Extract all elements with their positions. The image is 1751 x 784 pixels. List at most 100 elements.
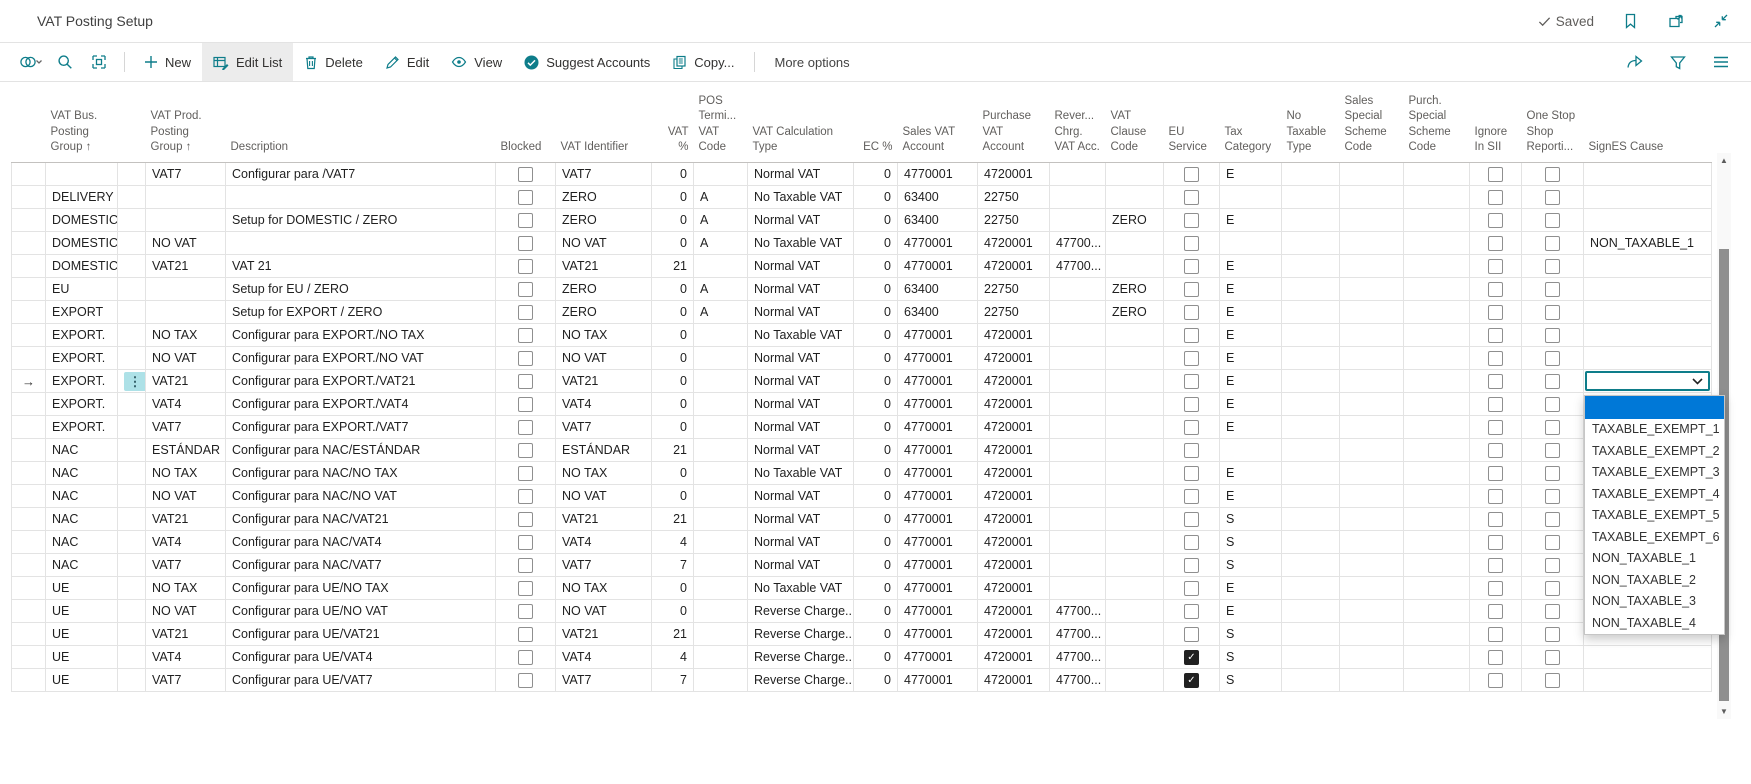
sii-checkbox[interactable] [1488, 166, 1503, 182]
cell-oss[interactable] [1521, 323, 1584, 347]
cell-sscheme[interactable] [1339, 645, 1404, 669]
row-selector-cell[interactable] [11, 484, 46, 508]
cell-tax[interactable]: S [1219, 645, 1282, 669]
cell-rev[interactable] [1049, 277, 1106, 301]
row-options-cell[interactable] [117, 346, 146, 370]
cell-prod[interactable]: NO VAT [145, 346, 226, 370]
cell-desc[interactable]: Setup for EU / ZERO [225, 277, 496, 301]
cell-purch[interactable]: 4720001 [977, 530, 1050, 554]
cell-eu[interactable] [1163, 530, 1220, 554]
search-icon[interactable] [48, 43, 82, 81]
cell-vat[interactable]: 0 [651, 576, 694, 600]
cell-sii[interactable] [1469, 484, 1522, 508]
cell-clause[interactable] [1105, 622, 1164, 646]
cell-clause[interactable] [1105, 438, 1164, 462]
cell-desc[interactable]: Configurar para NAC/VAT7 [225, 553, 496, 577]
cell-sscheme[interactable] [1339, 162, 1404, 186]
cell-signes[interactable] [1583, 208, 1712, 232]
cell-pos[interactable] [693, 622, 748, 646]
cell-tax[interactable]: E [1219, 415, 1282, 439]
edit-list-button[interactable]: Edit List [202, 43, 294, 81]
cell-pscheme[interactable] [1403, 576, 1470, 600]
cell-rev[interactable] [1049, 323, 1106, 347]
eu-checkbox[interactable] [1184, 603, 1199, 619]
cell-prod[interactable]: ESTÁNDAR [145, 438, 226, 462]
cell-pscheme[interactable] [1403, 622, 1470, 646]
cell-sales[interactable]: 4770001 [897, 438, 978, 462]
cell-pos[interactable] [693, 415, 748, 439]
bookmark-icon[interactable] [1622, 13, 1639, 30]
row-selector-cell[interactable] [11, 231, 46, 255]
cell-blocked[interactable] [495, 576, 556, 600]
eu-checkbox[interactable] [1184, 465, 1199, 481]
cell-sales[interactable]: 63400 [897, 208, 978, 232]
cell-tax[interactable]: S [1219, 622, 1282, 646]
cell-signes[interactable]: TAXABLE_EXEMPT_1 TAXABLE_EXEMPT_2 TAXABLE_… [1583, 369, 1725, 635]
sii-checkbox[interactable] [1488, 350, 1503, 366]
cell-prod[interactable]: NO VAT [145, 231, 226, 255]
row-options-cell[interactable] [117, 438, 146, 462]
column-header-eu[interactable]: EU Service [1163, 82, 1220, 163]
cell-sii[interactable] [1469, 277, 1522, 301]
cell-vat[interactable]: 0 [651, 231, 694, 255]
cell-desc[interactable]: Configurar para /VAT7 [225, 162, 496, 186]
cell-ec[interactable]: 0 [853, 438, 898, 462]
blocked-checkbox[interactable] [518, 166, 533, 182]
cell-sscheme[interactable] [1339, 484, 1404, 508]
cell-sscheme[interactable] [1339, 392, 1404, 416]
cell-tax[interactable]: E [1219, 369, 1282, 393]
eu-checkbox[interactable] [1184, 511, 1199, 527]
cell-purch[interactable]: 4720001 [977, 162, 1050, 186]
cell-eu[interactable] [1163, 231, 1220, 255]
cell-sii[interactable] [1469, 392, 1522, 416]
dropdown-option[interactable]: TAXABLE_EXEMPT_5 [1592, 508, 1720, 522]
cell-tax[interactable]: E [1219, 599, 1282, 623]
cell-ntype[interactable] [1281, 576, 1340, 600]
sii-checkbox[interactable] [1488, 235, 1503, 251]
cell-vat[interactable]: 0 [651, 300, 694, 324]
cell-bus[interactable]: NAC [45, 461, 118, 485]
sii-checkbox[interactable] [1488, 672, 1503, 688]
oss-checkbox[interactable] [1545, 373, 1560, 389]
row-selector-cell[interactable] [11, 415, 46, 439]
cell-sii[interactable] [1469, 553, 1522, 577]
cell-clause[interactable] [1105, 553, 1164, 577]
oss-checkbox[interactable] [1545, 557, 1560, 573]
cell-sii[interactable] [1469, 530, 1522, 554]
cell-ec[interactable]: 0 [853, 185, 898, 209]
cell-rev[interactable]: 47700... [1049, 599, 1106, 623]
cell-bus[interactable] [45, 162, 118, 186]
sii-checkbox[interactable] [1488, 327, 1503, 343]
eu-checkbox[interactable] [1184, 258, 1199, 274]
cell-ec[interactable]: 0 [853, 668, 898, 692]
cell-vat[interactable]: 21 [651, 622, 694, 646]
cell-desc[interactable]: Configurar para NAC/NO VAT [225, 484, 496, 508]
sii-checkbox[interactable] [1488, 511, 1503, 527]
cell-eu[interactable] [1163, 162, 1220, 186]
cell-blocked[interactable] [495, 668, 556, 692]
cell-ntype[interactable] [1281, 369, 1340, 393]
cell-calc[interactable]: Normal VAT [747, 300, 854, 324]
cell-vat[interactable]: 7 [651, 668, 694, 692]
cell-blocked[interactable] [495, 645, 556, 669]
eu-checkbox[interactable] [1184, 235, 1199, 251]
cell-eu[interactable] [1163, 461, 1220, 485]
cell-tax[interactable]: E [1219, 323, 1282, 347]
oss-checkbox[interactable] [1545, 603, 1560, 619]
cell-eu[interactable] [1163, 185, 1220, 209]
cell-ntype[interactable] [1281, 231, 1340, 255]
cell-clause[interactable] [1105, 231, 1164, 255]
eu-checkbox[interactable] [1184, 442, 1199, 458]
cell-oss[interactable] [1521, 277, 1584, 301]
cell-ec[interactable]: 0 [853, 484, 898, 508]
cell-eu[interactable] [1163, 599, 1220, 623]
cell-pscheme[interactable] [1403, 645, 1470, 669]
cell-rev[interactable]: 47700... [1049, 668, 1106, 692]
cell-pos[interactable] [693, 668, 748, 692]
sii-checkbox[interactable] [1488, 465, 1503, 481]
cell-sscheme[interactable] [1339, 415, 1404, 439]
oss-checkbox[interactable] [1545, 281, 1560, 297]
filter-icon[interactable] [1669, 54, 1686, 71]
cell-id[interactable]: VAT4 [555, 530, 652, 554]
cell-sscheme[interactable] [1339, 277, 1404, 301]
